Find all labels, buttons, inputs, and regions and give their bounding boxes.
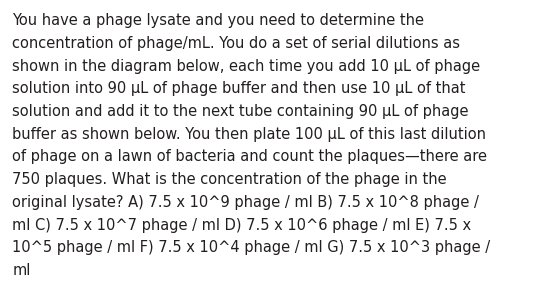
Text: of phage on a lawn of bacteria and count the plaques—there are: of phage on a lawn of bacteria and count…: [12, 149, 487, 164]
Text: ml C) 7.5 x 10^7 phage / ml D) 7.5 x 10^6 phage / ml E) 7.5 x: ml C) 7.5 x 10^7 phage / ml D) 7.5 x 10^…: [12, 218, 472, 233]
Text: 10^5 phage / ml F) 7.5 x 10^4 phage / ml G) 7.5 x 10^3 phage /: 10^5 phage / ml F) 7.5 x 10^4 phage / ml…: [12, 240, 490, 255]
Text: shown in the diagram below, each time you add 10 μL of phage: shown in the diagram below, each time yo…: [12, 59, 480, 74]
Text: 750 plaques. What is the concentration of the phage in the: 750 plaques. What is the concentration o…: [12, 172, 447, 187]
Text: You have a phage lysate and you need to determine the: You have a phage lysate and you need to …: [12, 13, 424, 28]
Text: buffer as shown below. You then plate 100 μL of this last dilution: buffer as shown below. You then plate 10…: [12, 127, 486, 142]
Text: original lysate? A) 7.5 x 10^9 phage / ml B) 7.5 x 10^8 phage /: original lysate? A) 7.5 x 10^9 phage / m…: [12, 195, 479, 210]
Text: solution into 90 μL of phage buffer and then use 10 μL of that: solution into 90 μL of phage buffer and …: [12, 81, 466, 96]
Text: ml: ml: [12, 263, 31, 278]
Text: concentration of phage/mL. You do a set of serial dilutions as: concentration of phage/mL. You do a set …: [12, 36, 460, 51]
Text: solution and add it to the next tube containing 90 μL of phage: solution and add it to the next tube con…: [12, 104, 469, 119]
